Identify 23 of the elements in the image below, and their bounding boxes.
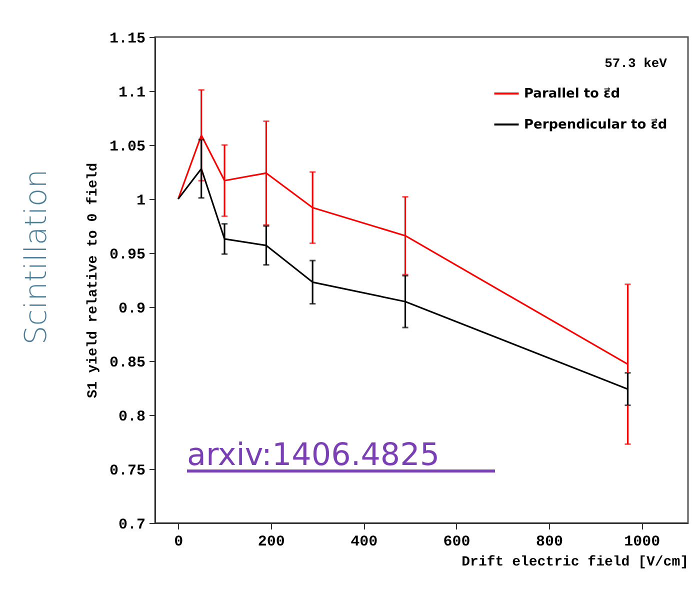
y-tick-label: 1 [136, 192, 146, 210]
y-tick-label: 1.15 [109, 30, 146, 48]
legend-label: Perpendicular to ε⃗d [524, 118, 668, 132]
annotation: arxiv:1406.4825 [187, 437, 440, 473]
x-tick-label: 200 [258, 534, 285, 550]
y-tick-label: 1.1 [118, 84, 146, 102]
x-axis-title: Drift electric field [V/cm] [462, 554, 688, 570]
y-axis-title: S1 yield relative to 0 field [85, 162, 102, 398]
y-tick-label: 0.9 [118, 300, 146, 318]
x-tick-label: 0 [174, 534, 184, 550]
x-tick-label: 800 [536, 534, 563, 550]
x-tick-label: 1000 [624, 534, 660, 550]
text: Scintillation [19, 169, 54, 345]
y-tick-label: 0.75 [109, 462, 146, 480]
y-tick-label: 1.05 [109, 138, 146, 156]
y-tick-label: 0.7 [118, 516, 146, 534]
y-tick-label: 0.95 [109, 246, 146, 264]
legend-title: 57.3 keV [604, 56, 668, 71]
x-tick-label: 600 [443, 534, 470, 550]
y-tick-label: 0.85 [109, 354, 146, 372]
x-tick-label: 400 [350, 534, 378, 550]
legend-label: Parallel to ε⃗d [524, 86, 620, 102]
y-tick-label: 0.8 [118, 408, 146, 426]
